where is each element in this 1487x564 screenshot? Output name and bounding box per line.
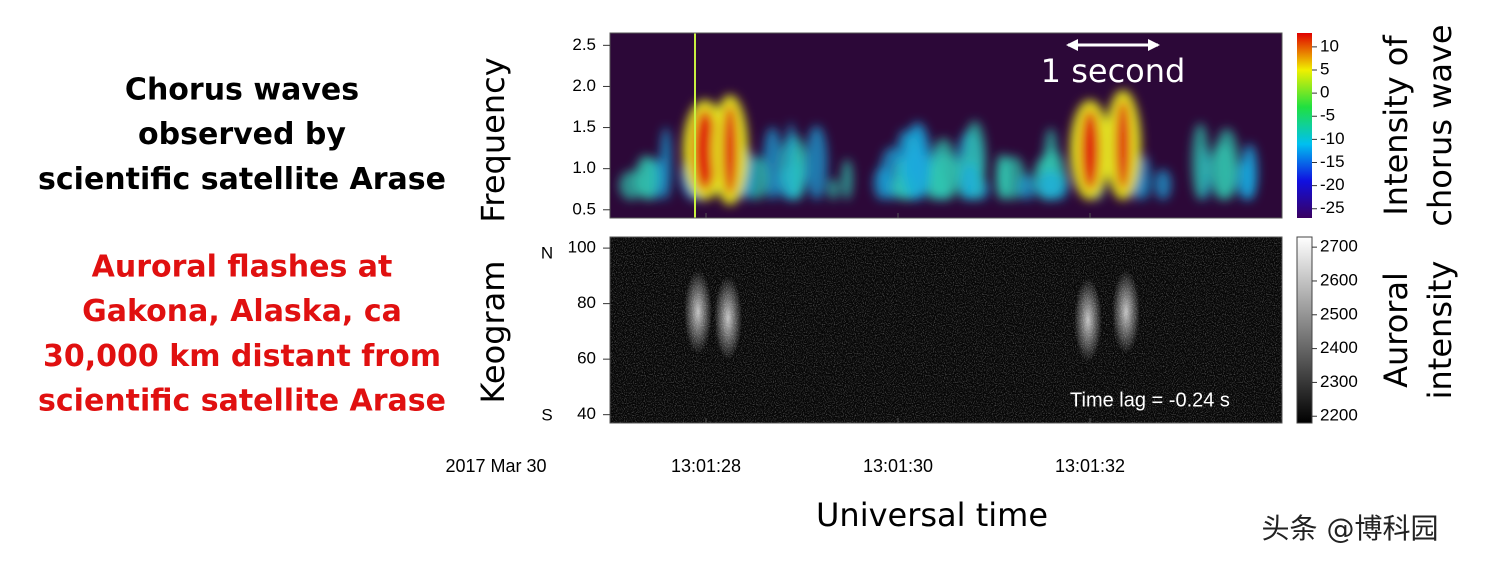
caption-line: observed by (138, 117, 346, 152)
spectrogram-texture (1191, 123, 1210, 200)
colorbar-tick-label: 0 (1320, 83, 1329, 102)
keogram-texture (1112, 270, 1140, 354)
plot-frame (609, 32, 1283, 219)
spectrogram-image (619, 90, 1259, 205)
watermark: 头条 @博科园 (1262, 512, 1439, 545)
colorbar-tick-label: 2200 (1320, 406, 1358, 425)
spectrogram-texture (1241, 143, 1259, 200)
y-tick-label: 1.5 (572, 117, 596, 136)
spectrogram-texture (1081, 110, 1099, 190)
annotation: 1 second (1041, 52, 1186, 90)
x-axis-label: Universal time (816, 496, 1048, 534)
colorbar-tick-label: -15 (1320, 152, 1345, 171)
colorbar-tick-label: -5 (1320, 106, 1335, 125)
caption-line: Gakona, Alaska, ca (82, 294, 402, 329)
spectrogram-texture (694, 110, 716, 190)
spectrogram-texture (960, 163, 978, 200)
colorbar-tick-label: 5 (1320, 59, 1329, 78)
colorbar-tick-label: 2700 (1320, 237, 1358, 256)
annotation: Time lag = -0.24 s (1070, 389, 1230, 411)
spectrogram-texture (1138, 155, 1151, 201)
caption-line: Auroral flashes at (92, 250, 393, 285)
x-tick-label: 13:01:32 (1055, 456, 1125, 476)
y-tick-label: 40 (577, 404, 596, 423)
colorbar-label: Intensity of (1377, 35, 1415, 216)
caption-line: Chorus waves (125, 73, 359, 108)
spectrogram-texture (1209, 142, 1236, 200)
y-tick-label: 2.0 (572, 76, 596, 95)
spectrogram-texture (619, 170, 644, 200)
y-axis-label: Keogram (474, 261, 512, 404)
colorbar (1296, 236, 1313, 424)
caption-line: 30,000 km distant from (43, 339, 441, 374)
spectrogram-texture (723, 105, 737, 195)
colorbar-tick-label: 2500 (1320, 304, 1358, 323)
keogram-texture (684, 270, 712, 354)
plot-frame (609, 236, 1283, 424)
spectrogram-texture (1116, 100, 1130, 190)
y-tick-label: 1.0 (572, 158, 596, 177)
spectrogram-texture (841, 158, 853, 200)
keogram-texture (714, 276, 742, 360)
spectrogram-texture (1154, 169, 1172, 200)
spectrogram-texture (925, 164, 944, 200)
colorbar-tick-label: -20 (1320, 175, 1345, 194)
colorbar-tick-label: 2300 (1320, 372, 1358, 391)
keogram-texture (1074, 278, 1102, 362)
keogram-image (684, 270, 1140, 362)
spectrogram-texture (873, 166, 892, 201)
spectrogram-texture (902, 146, 931, 200)
x-tick-label: 13:01:28 (671, 456, 741, 476)
spectrogram-texture (791, 144, 804, 200)
spectrogram-texture (995, 153, 1008, 200)
colorbar (1297, 33, 1312, 218)
spectrogram-texture (1038, 170, 1062, 201)
north-label: N (541, 243, 553, 262)
y-tick-label: 100 (568, 238, 596, 257)
colorbar-label: intensity (1421, 261, 1459, 400)
y-tick-label: 2.5 (572, 35, 596, 54)
caption-line: scientific satellite Arase (38, 384, 446, 419)
x-tick-label: 13:01:30 (863, 456, 933, 476)
south-label: S (541, 405, 552, 424)
y-axis-label: Frequency (474, 57, 512, 222)
colorbar-label: Auroral (1377, 272, 1415, 388)
colorbar-tick-label: 2600 (1320, 270, 1358, 289)
spectrogram-texture (827, 178, 839, 201)
spectrogram-texture (660, 127, 672, 200)
colorbar-tick-label: 2400 (1320, 338, 1358, 357)
colorbar-tick-label: 10 (1320, 36, 1339, 55)
colorbar-tick-label: -10 (1320, 129, 1345, 148)
spectrogram-texture (639, 157, 659, 200)
spectrogram-texture (1017, 174, 1036, 200)
y-tick-label: 80 (577, 293, 596, 312)
caption-line: scientific satellite Arase (38, 162, 446, 197)
date-label: 2017 Mar 30 (445, 456, 546, 476)
colorbar-tick-label: -25 (1320, 198, 1345, 217)
colorbar-label: chorus wave (1421, 24, 1459, 226)
y-tick-label: 60 (577, 349, 596, 368)
spectrogram-texture (805, 125, 828, 200)
y-tick-label: 0.5 (572, 199, 596, 218)
